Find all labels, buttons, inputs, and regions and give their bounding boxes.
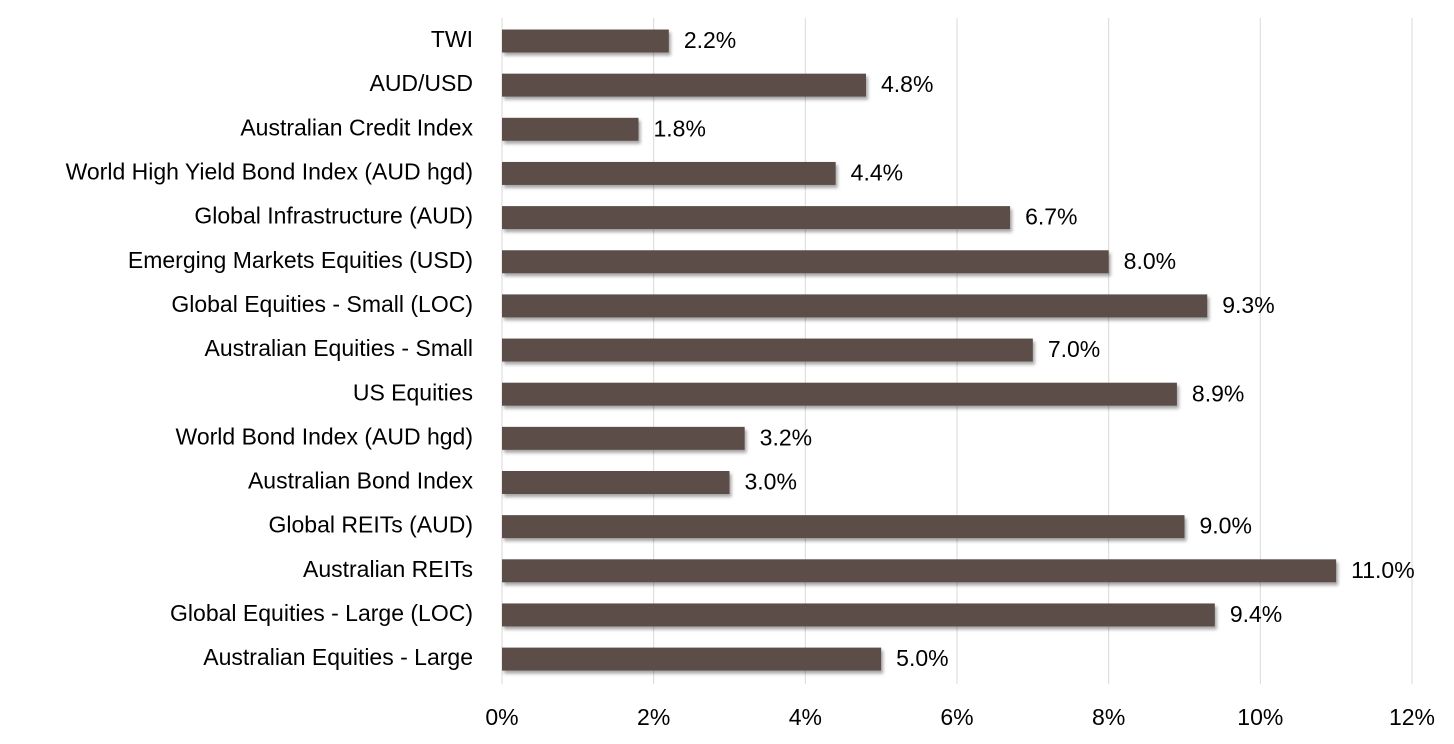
data-label: 8.9% <box>1192 380 1244 406</box>
bar <box>502 161 836 185</box>
data-label: 7.0% <box>1048 336 1100 362</box>
category-label: US Equities <box>353 379 473 405</box>
x-axis-tick-labels: 0% 2% 4% 6% 8% 10% 12% <box>485 704 1435 730</box>
data-label: 11.0% <box>1351 557 1415 583</box>
category-label: World Bond Index (AUD hgd) <box>176 423 473 449</box>
bar <box>502 426 745 450</box>
category-label: Emerging Markets Equities (USD) <box>128 247 473 273</box>
data-label: 3.0% <box>745 469 797 495</box>
x-tick-label: 12% <box>1389 704 1435 730</box>
category-label: Global Equities - Small (LOC) <box>171 291 473 317</box>
category-label: Australian Credit Index <box>240 114 473 140</box>
data-label: 1.8% <box>654 115 706 141</box>
category-label: Global Equities - Large (LOC) <box>170 600 473 626</box>
category-label: Australian Equities - Small <box>205 335 473 361</box>
category-label: AUD/USD <box>369 70 473 96</box>
bar <box>502 647 882 671</box>
data-label: 9.0% <box>1200 513 1252 539</box>
data-label: 4.8% <box>881 71 933 97</box>
data-label: 3.2% <box>760 424 812 450</box>
category-labels: TWI AUD/USD Australian Credit Index World H… <box>66 26 474 670</box>
category-label: Australian Equities - Large <box>203 644 473 670</box>
x-tick-label: 4% <box>789 704 822 730</box>
bar <box>502 603 1215 627</box>
data-label: 9.4% <box>1230 601 1282 627</box>
bar <box>502 29 669 53</box>
data-label: 2.2% <box>684 27 736 53</box>
bar <box>502 73 866 97</box>
x-tick-label: 8% <box>1092 704 1125 730</box>
category-label: World High Yield Bond Index (AUD hgd) <box>66 159 473 185</box>
data-labels: 2.2% 4.8% 1.8% 4.4% 6.7% 8.0% 9.3% 7.0% 8.9% 3.2%… <box>654 27 1415 671</box>
bar <box>502 382 1177 406</box>
category-label: Australian REITs <box>303 556 473 582</box>
bar <box>502 338 1033 362</box>
data-label: 8.0% <box>1124 248 1176 274</box>
data-label: 9.3% <box>1222 292 1274 318</box>
data-label: 5.0% <box>896 645 948 671</box>
bar <box>502 117 639 141</box>
data-label: 4.4% <box>851 160 903 186</box>
bar <box>502 294 1208 318</box>
bar <box>502 250 1109 274</box>
category-label: Australian Bond Index <box>248 468 474 494</box>
category-label: TWI <box>431 26 473 52</box>
x-tick-label: 10% <box>1237 704 1283 730</box>
bar <box>502 206 1011 230</box>
category-label: Global REITs (AUD) <box>269 512 473 538</box>
bar <box>502 515 1185 539</box>
category-label: Global Infrastructure (AUD) <box>194 203 473 229</box>
data-label: 6.7% <box>1025 204 1077 230</box>
bar <box>502 559 1337 583</box>
x-tick-label: 0% <box>485 704 518 730</box>
bar <box>502 471 730 494</box>
bars <box>502 29 1337 671</box>
x-tick-label: 2% <box>637 704 670 730</box>
x-tick-label: 6% <box>940 704 973 730</box>
